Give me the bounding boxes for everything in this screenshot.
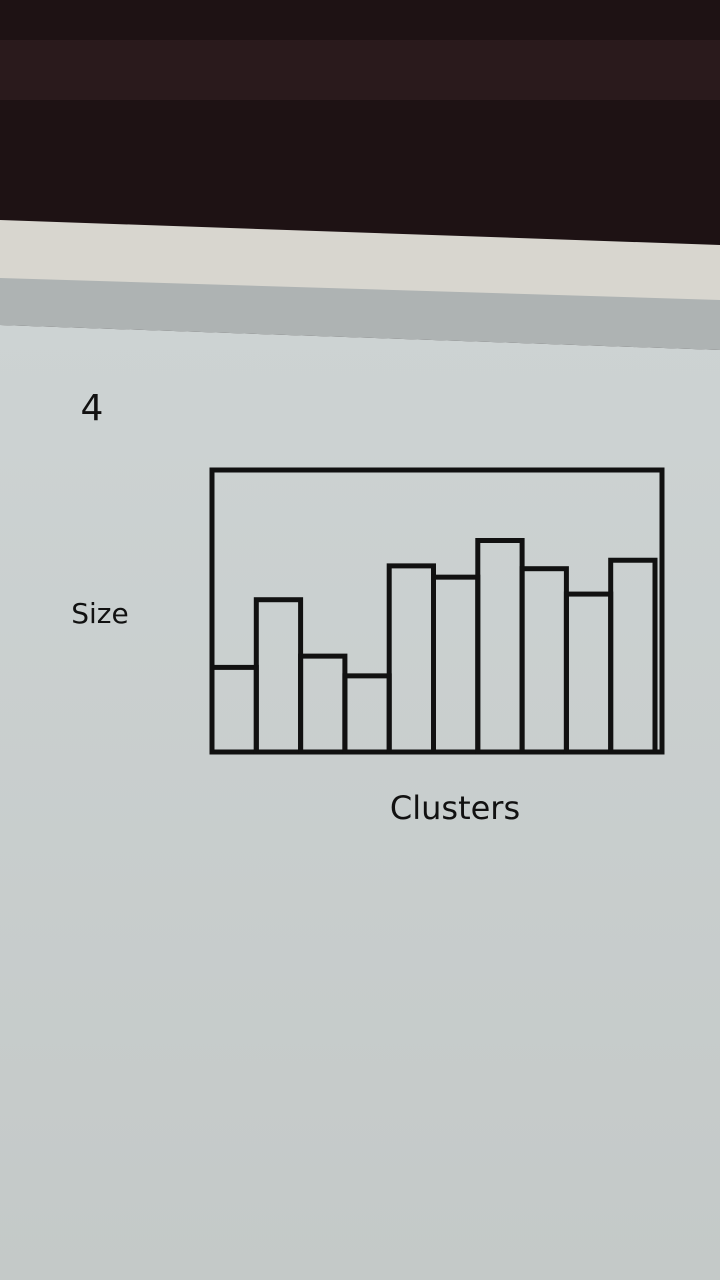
bar (608, 557, 658, 755)
x-axis-label: Clusters (390, 789, 520, 827)
background-shade (0, 40, 720, 100)
whiteboard (0, 325, 720, 1280)
y-axis-label: Size (71, 597, 128, 630)
background-dark (0, 0, 720, 240)
annotation: 4 (81, 388, 104, 429)
board-frame (0, 278, 720, 350)
